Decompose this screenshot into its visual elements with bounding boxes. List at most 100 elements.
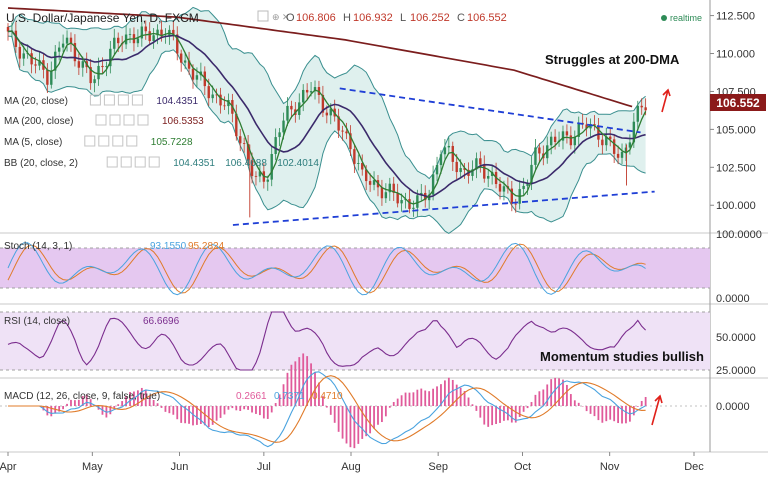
candle-body (196, 75, 198, 79)
candle-body (637, 106, 639, 122)
macd-hist-bar (50, 406, 52, 416)
osc-tick-label: 100.0000 (716, 229, 762, 241)
candle-body (192, 69, 194, 80)
candle-body (479, 158, 481, 164)
candle-body (456, 162, 458, 172)
macd-hist-bar (542, 389, 544, 406)
macd-hist-bar (479, 406, 481, 418)
macd-hist-bar (165, 406, 167, 412)
dma-annotation: Struggles at 200-DMA (545, 52, 680, 67)
candle-body (522, 186, 524, 189)
candle-body (408, 199, 410, 209)
macd-hist-bar (468, 398, 470, 406)
macd-hist-bar (578, 403, 580, 406)
candle-body (385, 192, 387, 198)
macd-hist-bar (275, 403, 277, 406)
y-tick-label: 112.500 (716, 11, 755, 23)
x-tick-label: Sep (428, 461, 448, 473)
macd-hist-bar (263, 406, 265, 418)
indicator-label: BB (20, close, 2) (4, 158, 78, 169)
macd-hist-bar (401, 395, 403, 406)
macd-hist-bar (381, 406, 383, 422)
candle-body (70, 38, 72, 43)
macd-hist-bar (645, 397, 647, 406)
macd-hist-bar (609, 406, 611, 420)
candle-body (396, 193, 398, 203)
candle-body (597, 126, 599, 140)
macd-hist-bar (346, 406, 348, 443)
ohlc-label: O (286, 12, 295, 24)
macd-hist-bar (326, 406, 328, 408)
candle-body (534, 147, 536, 164)
y-tick-label: 100.000 (716, 200, 756, 212)
candle-body (373, 180, 375, 185)
macd-hist-bar (377, 406, 379, 425)
candle-body (353, 149, 355, 164)
candle-body (50, 71, 52, 85)
oscillator-value: 95.2824 (188, 241, 225, 252)
candle-body (570, 135, 572, 145)
candle-body (538, 147, 540, 153)
macd-hist-bar (605, 406, 607, 421)
x-tick-label: Apr (0, 461, 17, 473)
candle-body (58, 48, 60, 52)
macd-hist-bar (413, 392, 415, 406)
last-price-badge: 106.552 (710, 94, 766, 111)
macd-hist-bar (216, 406, 218, 421)
ohlc-label: C (457, 12, 465, 24)
macd-hist-bar (389, 406, 391, 408)
indicator-value: 106.4688 (225, 158, 267, 169)
oscillator-value: 93.1550 (150, 241, 187, 252)
candle-body (180, 54, 182, 63)
candle-body (145, 27, 147, 32)
macd-hist-bar (432, 389, 434, 406)
ohlc-value: 106.552 (467, 12, 507, 24)
macd-hist-bar (420, 389, 422, 406)
macd-hist-bar (436, 386, 438, 406)
candle-body (487, 176, 489, 179)
macd-hist-bar (483, 406, 485, 425)
macd-hist-bar (251, 406, 253, 412)
stoch-band (0, 248, 710, 288)
macd-hist-bar (334, 406, 336, 423)
ohlc-label: L (400, 12, 406, 24)
macd-hist-bar (613, 406, 615, 421)
candle-body (129, 34, 131, 35)
x-tick-label: Jun (171, 461, 189, 473)
osc-tick-label: 25.0000 (716, 365, 756, 377)
candle-body (574, 137, 576, 145)
candle-body (113, 38, 115, 49)
macd-hist-bar (527, 406, 529, 408)
ohlc-value: 106.252 (410, 12, 450, 24)
macd-hist-bar (586, 406, 588, 411)
candle-body (282, 121, 284, 133)
macd-hist-bar (243, 406, 245, 409)
macd-hist-bar (353, 406, 355, 448)
macd-hist-bar (566, 385, 568, 406)
macd-hist-bar (224, 406, 226, 414)
candle-body (30, 53, 32, 64)
macd-hist-bar (373, 406, 375, 429)
candle-body (19, 47, 21, 59)
candle-body (515, 204, 517, 205)
y-tick-label: 105.000 (716, 124, 756, 136)
indicator-value: 104.4351 (156, 96, 198, 107)
macd-hist-bar (168, 406, 170, 413)
oscillator-value: 66.6696 (143, 316, 180, 327)
macd-hist-bar (405, 393, 407, 406)
macd-hist-bar (637, 406, 639, 407)
x-tick-label: Dec (684, 461, 704, 473)
macd-hist-bar (220, 406, 222, 418)
candle-body (255, 176, 257, 177)
macd-hist-bar (491, 406, 493, 425)
macd-hist-bar (487, 406, 489, 427)
macd-hist-bar (625, 406, 627, 423)
macd-hist-bar (385, 406, 387, 416)
candle-body (400, 200, 402, 203)
candle-body (416, 195, 418, 207)
macd-hist-bar (550, 379, 552, 406)
candle-body (137, 38, 139, 43)
macd-hist-bar (271, 406, 273, 412)
candle-body (412, 208, 414, 209)
